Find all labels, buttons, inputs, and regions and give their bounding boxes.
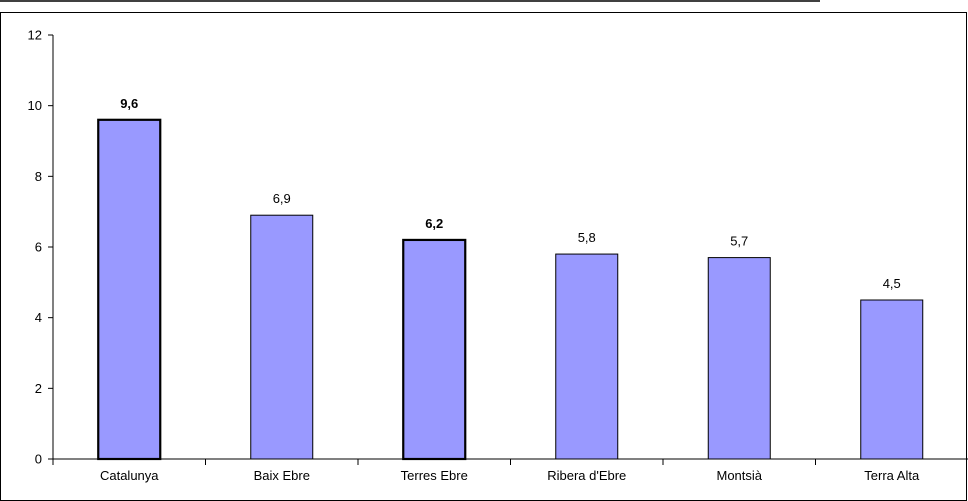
bar-baix-ebre (250, 214, 314, 460)
y-tick-label: 6 (35, 240, 42, 255)
x-tick-label: Terres Ebre (401, 468, 468, 483)
data-label: 5,8 (578, 230, 596, 245)
y-tick-label: 12 (28, 28, 42, 43)
data-label: 5,7 (730, 234, 748, 249)
bar-montsi- (707, 257, 771, 460)
bar-terres-ebre (402, 238, 467, 461)
y-tick-label: 4 (35, 310, 42, 325)
bars (97, 118, 924, 461)
labels: 9,6 6,9 6,2 5,8 5,7 4,5 (120, 96, 901, 291)
data-label: 4,5 (883, 276, 901, 291)
y-tick-label: 2 (35, 381, 42, 396)
x-tick-label: Montsià (716, 468, 762, 483)
axis-ticks: 0 2 4 6 8 10 12 Catalunya Baix Ebre Terres Ebre Ri… (28, 28, 920, 484)
data-label: 6,2 (425, 216, 443, 231)
x-tick-label: Terra Alta (864, 468, 920, 483)
y-tick-label: 8 (35, 169, 42, 184)
bar-terra-alta (860, 299, 924, 460)
bar-ribera-d-ebre (555, 253, 619, 460)
x-tick-label: Ribera d'Ebre (547, 468, 626, 483)
bar-catalunya (97, 118, 162, 461)
y-tick-label: 10 (28, 98, 42, 113)
x-tick-label: Catalunya (100, 468, 159, 483)
axes (52, 35, 968, 460)
y-tick-label: 0 (35, 452, 42, 467)
x-tick-label: Baix Ebre (254, 468, 310, 483)
data-label: 6,9 (273, 191, 291, 206)
data-label: 9,6 (120, 96, 138, 111)
